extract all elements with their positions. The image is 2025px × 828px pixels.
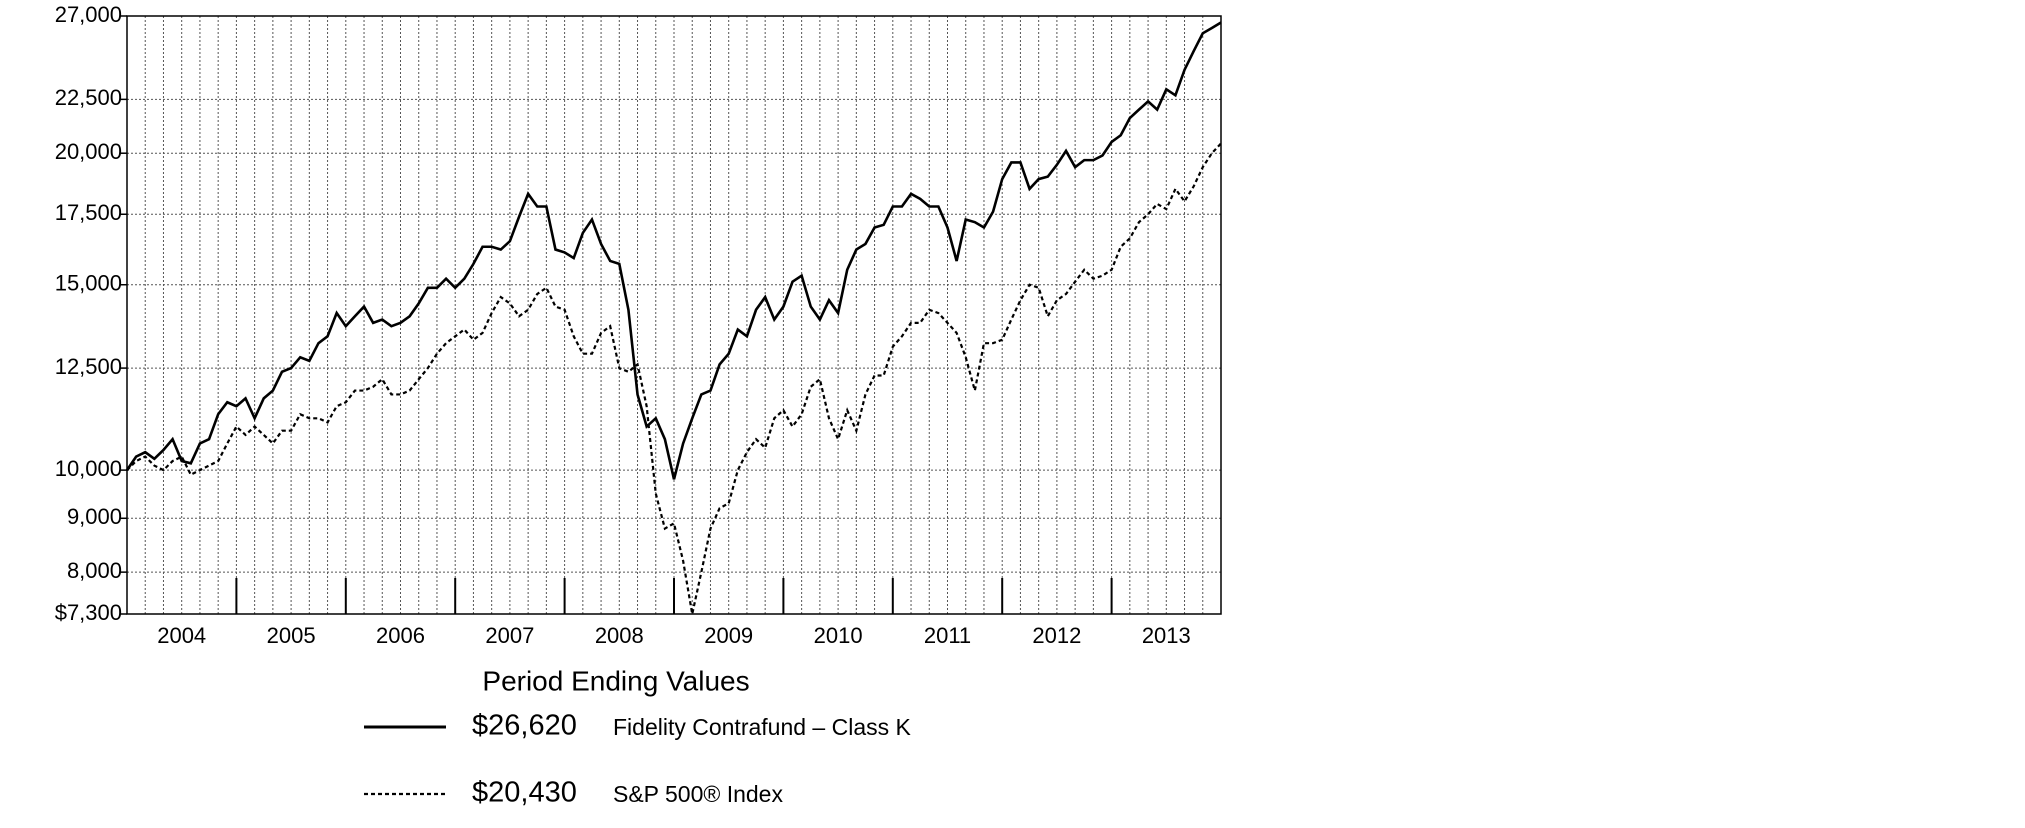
x-tick-label: 2010 [814, 623, 863, 648]
legend-value: $20,430 [472, 777, 577, 809]
y-tick-label: $7,300 [55, 600, 122, 625]
legend-name: Fidelity Contrafund – Class K [613, 714, 912, 740]
x-tick-label: 2013 [1142, 623, 1191, 648]
x-tick-label: 2004 [157, 623, 206, 648]
y-tick-label: 9,000 [67, 504, 122, 529]
x-tick-label: 2005 [267, 623, 316, 648]
legend-value: $26,620 [472, 710, 577, 742]
y-tick-label: 12,500 [55, 354, 122, 379]
x-tick-label: 2008 [595, 623, 644, 648]
y-tick-label: 27,000 [55, 2, 122, 27]
x-tick-label: 2012 [1032, 623, 1081, 648]
x-tick-label: 2006 [376, 623, 425, 648]
y-tick-label: 22,500 [55, 85, 122, 110]
y-tick-label: 17,500 [55, 200, 122, 225]
y-tick-label: 20,000 [55, 139, 122, 164]
legend-name: S&P 500® Index [613, 781, 783, 807]
y-tick-label: 8,000 [67, 558, 122, 583]
y-tick-label: 15,000 [55, 271, 122, 296]
legend-title: Period Ending Values [482, 665, 749, 696]
series-line [125, 21, 1222, 480]
x-tick-label: 2009 [704, 623, 753, 648]
x-tick-label: 2007 [485, 623, 534, 648]
x-tick-label: 2011 [924, 623, 971, 648]
y-tick-label: 10,000 [55, 456, 122, 481]
plot-frame [126, 15, 1222, 615]
series-line [126, 142, 1222, 615]
